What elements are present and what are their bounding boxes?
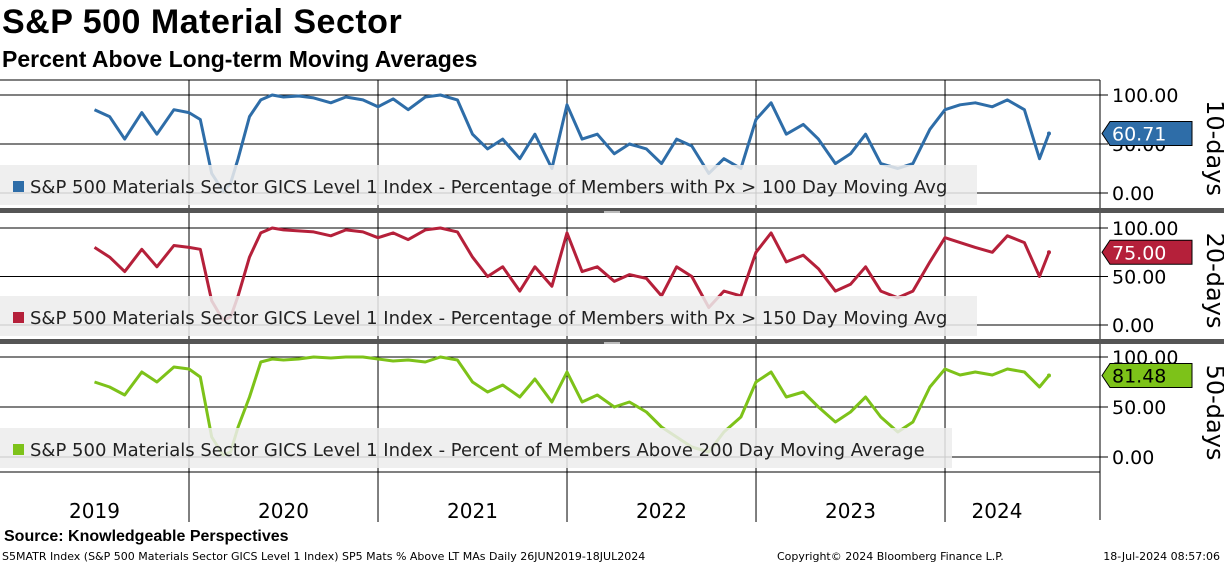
x-tick-label: 2024 — [972, 499, 1023, 523]
x-tick-label: 2020 — [258, 499, 309, 523]
legend-label-2: S&P 500 Materials Sector GICS Level 1 In… — [30, 308, 947, 329]
footer-copyright: Copyright© 2024 Bloomberg Finance L.P. — [777, 550, 1004, 563]
legend-box-1 — [0, 165, 977, 205]
y-tick-label: 50.00 — [1112, 267, 1166, 289]
panel-separator-2 — [0, 339, 1224, 344]
panel-splitter-grip — [604, 211, 620, 213]
legend-swatch-2 — [13, 312, 24, 323]
last-value-label-3: 81.48 — [1112, 366, 1166, 388]
x-tick-label: 2023 — [825, 499, 876, 523]
last-point-1 — [1046, 131, 1051, 136]
y-tick-label: 100.00 — [1112, 218, 1178, 240]
chart-title: S&P 500 Material Sector — [2, 3, 403, 41]
last-value-tag-1 — [1101, 121, 1193, 147]
footer-timestamp: 18-Jul-2024 08:57:06 — [1103, 550, 1220, 563]
side-label-1: 10-days — [1201, 100, 1224, 196]
y-tick-label: 0.00 — [1112, 315, 1154, 337]
side-label-3: 50-days — [1201, 365, 1224, 461]
legend-box-3 — [0, 428, 952, 468]
x-tick-label: 2021 — [447, 499, 498, 523]
panel-separator-1 — [0, 208, 1224, 213]
legend-box-2 — [0, 296, 977, 336]
source-note: Source: Knowledgeable Perspectives — [4, 528, 289, 545]
legend-swatch-3 — [13, 444, 24, 455]
footer-index-info: S5MATR Index (S&P 500 Materials Sector G… — [2, 550, 646, 563]
last-value-label-2: 75.00 — [1112, 242, 1166, 264]
last-value-tag-2 — [1101, 239, 1193, 265]
last-value-label-1: 60.71 — [1112, 124, 1166, 146]
last-value-tag-3 — [1101, 363, 1193, 389]
y-tick-label: 50.00 — [1112, 397, 1166, 419]
x-tick-label: 2022 — [636, 499, 687, 523]
y-tick-label: 0.00 — [1112, 183, 1154, 205]
y-tick-label: 100.00 — [1112, 85, 1178, 107]
last-point-3 — [1046, 373, 1051, 378]
side-label-2: 20-days — [1201, 233, 1224, 329]
y-tick-label: 0.00 — [1112, 447, 1154, 469]
legend-label-1: S&P 500 Materials Sector GICS Level 1 In… — [30, 177, 947, 198]
legend-label-3: S&P 500 Materials Sector GICS Level 1 In… — [30, 440, 925, 461]
panel-splitter-grip — [604, 342, 620, 344]
legend-swatch-1 — [13, 181, 24, 192]
chart-subtitle: Percent Above Long-term Moving Averages — [2, 46, 478, 72]
last-point-2 — [1046, 250, 1051, 255]
x-tick-label: 2019 — [69, 499, 120, 523]
